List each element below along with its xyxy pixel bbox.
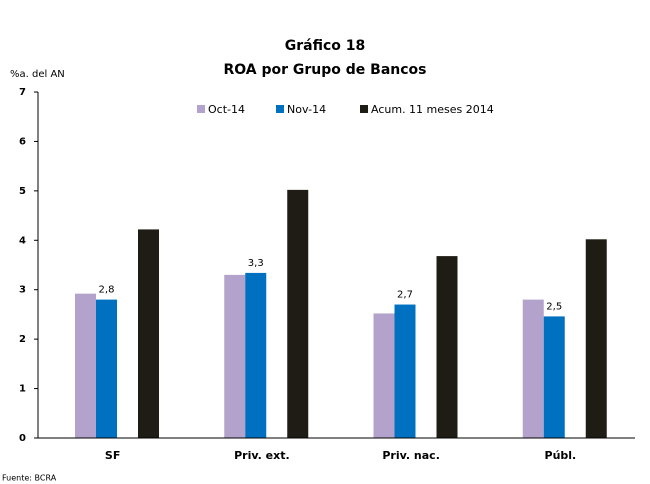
bar	[75, 293, 96, 438]
x-tick-label: SF	[105, 449, 120, 462]
value-label: 3,3	[248, 258, 264, 269]
y-tick-label: 5	[19, 186, 26, 197]
bar	[287, 189, 309, 438]
legend-swatch	[276, 105, 284, 113]
y-tick-label: 7	[19, 87, 26, 98]
legend-swatch	[360, 105, 368, 113]
chart-subtitle: ROA por Grupo de Bancos	[223, 62, 426, 78]
legend-label: Nov-14	[287, 103, 326, 116]
y-axis-label: %a. del AN	[10, 69, 65, 80]
y-tick-label: 6	[19, 136, 26, 147]
y-tick-label: 2	[19, 334, 26, 345]
bar	[543, 316, 565, 438]
x-tick-label: Priv. ext.	[234, 449, 290, 462]
bar	[138, 229, 159, 438]
bar	[394, 304, 416, 438]
value-label: 2,5	[546, 301, 562, 312]
value-label: 2,8	[99, 285, 115, 296]
x-tick-label: Públ.	[545, 449, 577, 462]
y-tick-label: 1	[19, 384, 26, 395]
legend-label: Acum. 11 meses 2014	[371, 103, 494, 116]
bar	[245, 272, 267, 438]
y-tick-label: 4	[19, 235, 26, 246]
y-tick-label: 0	[19, 433, 26, 444]
y-tick-label: 3	[19, 285, 26, 296]
bar	[436, 256, 458, 438]
bar	[522, 299, 544, 438]
value-label: 2,7	[397, 290, 413, 301]
source: Fuente: BCRA	[2, 474, 57, 483]
bar	[585, 239, 607, 438]
x-tick-label: Priv. nac.	[382, 449, 440, 462]
chart-title: Gráfico 18	[285, 38, 366, 54]
legend-label: Oct-14	[208, 103, 245, 116]
legend-swatch	[197, 105, 205, 113]
bar	[373, 313, 395, 438]
bar	[96, 299, 117, 438]
bar	[224, 274, 246, 438]
